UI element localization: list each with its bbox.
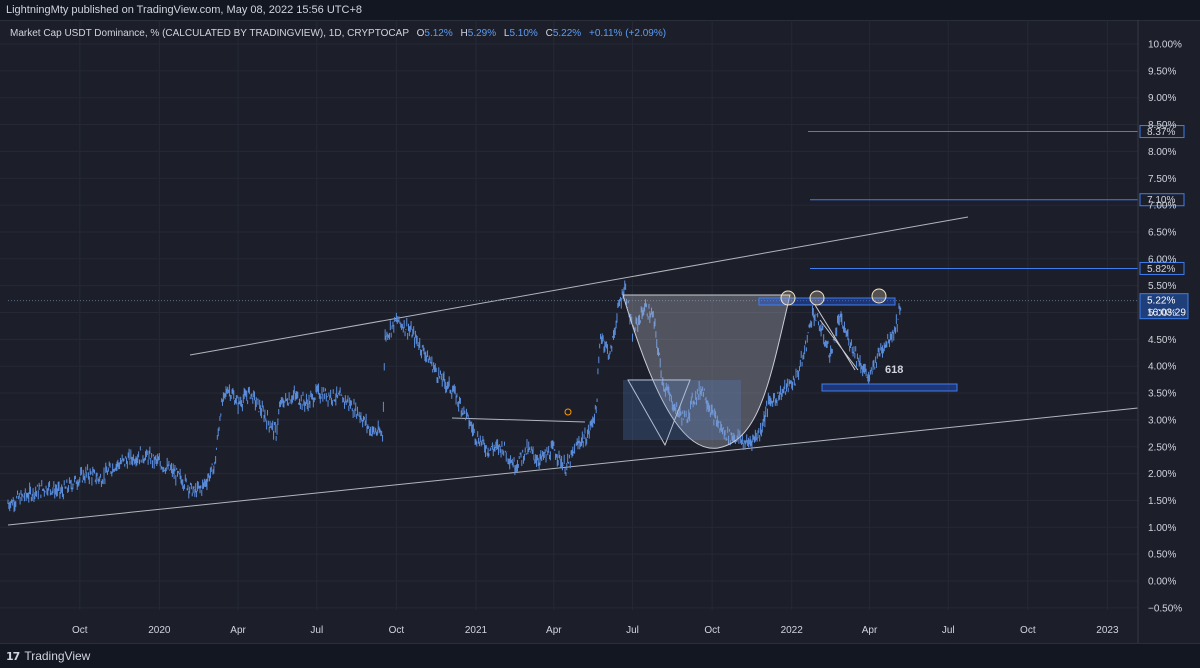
- level-label-box: [1139, 261, 1185, 275]
- shaded-zone: [623, 380, 741, 440]
- y-tick-label: 10.00%: [1148, 40, 1182, 51]
- marker-circle: [871, 288, 887, 304]
- y-tick-label: 6.00%: [1148, 254, 1176, 265]
- price-bars: [7, 280, 902, 513]
- grid-lines: [0, 20, 1138, 610]
- y-tick-label: 1.50%: [1148, 496, 1176, 507]
- resistance-zone: [758, 297, 896, 306]
- tradingview-brand-label: TradingView: [24, 649, 91, 663]
- y-tick-label: 1.00%: [1148, 523, 1176, 534]
- pattern-drawings: [564, 288, 958, 449]
- publisher-text: LightningMty published on TradingView.co…: [6, 4, 362, 16]
- ohlc-low-label: L: [504, 28, 510, 39]
- level-lines: 8.37% 7.10% 5.82% 5.22%16:03:29: [808, 125, 1189, 320]
- marker-circle: [780, 290, 796, 306]
- price-chart[interactable]: 8.37%7.10%5.82%5.22%16:03:29 10.00%9.50%…: [0, 20, 1200, 643]
- x-tick-label: 2023: [1096, 625, 1119, 636]
- wedge-lines: [814, 304, 859, 371]
- chart-title-text: Market Cap USDT Dominance, % (CALCULATED…: [10, 28, 409, 39]
- chart-legend: Market Cap USDT Dominance, % (CALCULATED…: [10, 28, 666, 39]
- x-tick-label: Apr: [546, 625, 562, 636]
- level-label: 7.10%: [1147, 195, 1175, 206]
- ohlc-high-label: H: [461, 28, 468, 39]
- x-tick-label: Oct: [72, 625, 88, 636]
- channel-lower-line: [7, 407, 1139, 526]
- x-tick-label: Oct: [389, 625, 405, 636]
- x-tick-label: Apr: [862, 625, 878, 636]
- y-tick-label: 3.00%: [1148, 415, 1176, 426]
- y-tick-label: 7.00%: [1148, 201, 1176, 212]
- triangle-drawing: [627, 379, 691, 447]
- tradingview-brand[interactable]: 17 TradingView: [6, 649, 90, 663]
- chart-title: Market Cap USDT Dominance, % (CALCULATED…: [10, 28, 666, 39]
- ohlc-high-value: 5.29%: [468, 28, 496, 39]
- y-tick-label: 5.50%: [1148, 281, 1176, 292]
- level-label: 5.82%: [1147, 264, 1175, 275]
- y-tick-label: 2.50%: [1148, 442, 1176, 453]
- tradingview-logo-icon: 17: [6, 649, 20, 663]
- channel-upper-line: [189, 216, 969, 356]
- level-label-box: [1139, 125, 1185, 139]
- y-tick-label: 0.00%: [1148, 577, 1176, 588]
- trend-drawings: [7, 216, 1139, 526]
- neckline-2021: [451, 417, 586, 423]
- last-price-label-box: [1139, 293, 1189, 320]
- annotations: 618: [885, 364, 903, 376]
- y-tick-label: −0.50%: [1148, 603, 1182, 614]
- ohlc-open-label: O: [417, 28, 425, 39]
- x-tick-label: Apr: [230, 625, 246, 636]
- y-tick-label: 9.00%: [1148, 93, 1176, 104]
- time-axis[interactable]: Oct 2020 Apr Jul Oct 2021 Apr Jul Oct 2022 Apr Jul O…: [72, 625, 1119, 636]
- y-tick-label: 5.00%: [1148, 308, 1176, 319]
- ohlc-change-value: +0.11% (+2.09%): [589, 28, 666, 39]
- countdown-label: 16:03:29: [1147, 308, 1186, 319]
- x-tick-label: Jul: [626, 625, 639, 636]
- x-tick-label: 2020: [148, 625, 171, 636]
- price-axis[interactable]: 10.00% 9.50% 9.00% 8.50% 8.00% 7.50% 7.00% 6.50…: [1148, 40, 1182, 615]
- marker-circle: [809, 290, 825, 306]
- y-tick-label: 3.50%: [1148, 389, 1176, 400]
- x-tick-label: Oct: [704, 625, 720, 636]
- ohlc-close-value: 5.22%: [553, 28, 581, 39]
- x-tick-label: Oct: [1020, 625, 1036, 636]
- y-tick-label: 2.00%: [1148, 469, 1176, 480]
- x-tick-label: Jul: [310, 625, 323, 636]
- y-tick-label: 8.50%: [1148, 120, 1176, 131]
- y-tick-label: 7.50%: [1148, 174, 1176, 185]
- y-tick-label: 0.50%: [1148, 550, 1176, 561]
- y-tick-label: 9.50%: [1148, 66, 1176, 77]
- y-tick-label: 6.50%: [1148, 227, 1176, 238]
- support-zone: [821, 383, 958, 392]
- y-tick-label: 4.50%: [1148, 335, 1176, 346]
- x-tick-label: 2022: [781, 625, 804, 636]
- last-price-label: 5.22%: [1147, 296, 1175, 307]
- ohlc-close-label: C: [546, 28, 553, 39]
- x-tick-label: 2021: [465, 625, 488, 636]
- x-tick-label: Jul: [942, 625, 955, 636]
- publisher-bar: LightningMty published on TradingView.co…: [0, 0, 1200, 21]
- breakout-marker: [564, 408, 572, 416]
- level-label: 8.37%: [1147, 127, 1175, 138]
- footer-bar: 17 TradingView: [0, 643, 1200, 668]
- level-label-box: [1139, 193, 1185, 207]
- y-tick-label: 4.00%: [1148, 362, 1176, 373]
- fib-618-annotation: 618: [885, 364, 903, 376]
- ohlc-open-value: 5.12%: [424, 28, 452, 39]
- cup-shape: [622, 294, 791, 449]
- ohlc-low-value: 5.10%: [509, 28, 537, 39]
- y-tick-label: 8.00%: [1148, 147, 1176, 158]
